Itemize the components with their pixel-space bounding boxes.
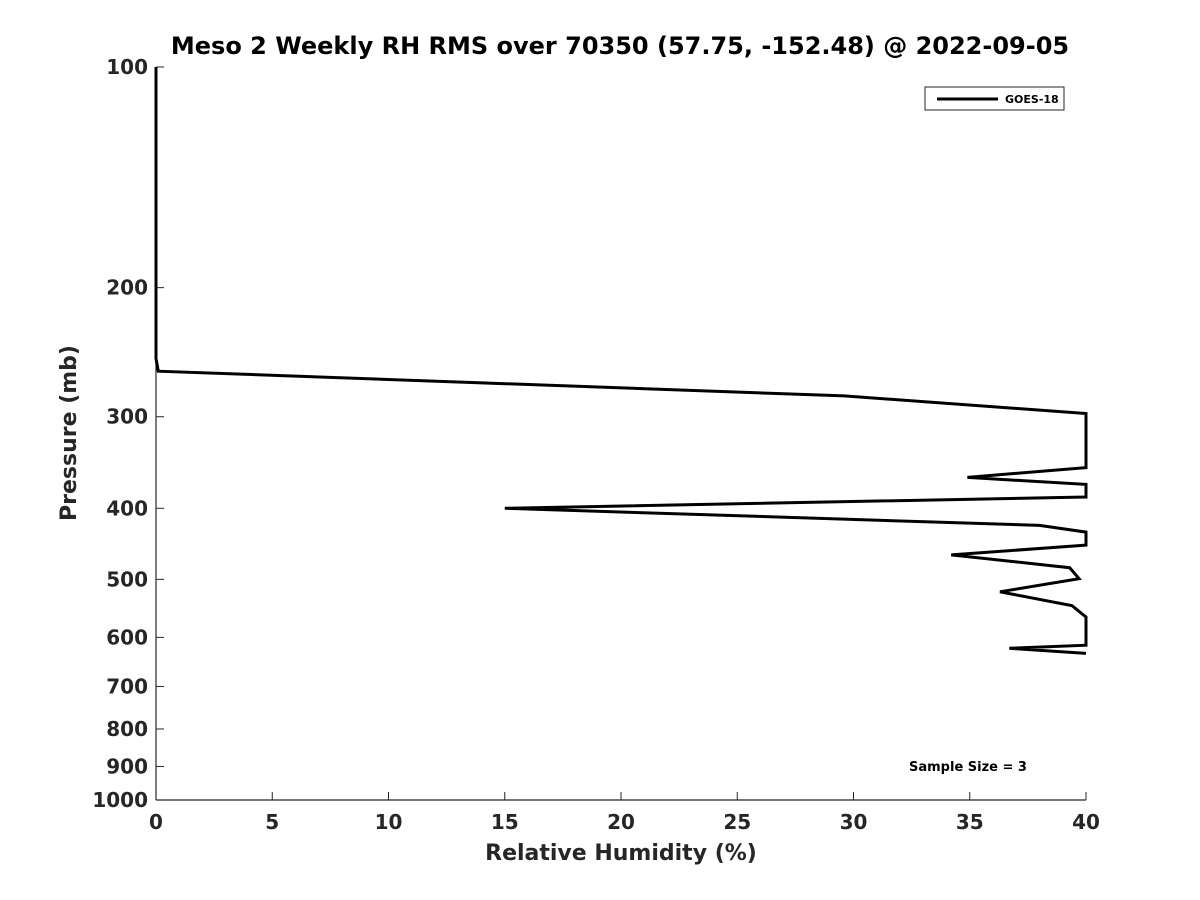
y-tick-label: 300: [106, 405, 148, 429]
y-tick-label: 200: [106, 276, 148, 300]
y-axis-label: Pressure (mb): [57, 345, 82, 521]
x-tick-label: 5: [265, 810, 279, 834]
series-line-goes-18: [154, 67, 1088, 655]
chart-title: Meso 2 Weekly RH RMS over 70350 (57.75, …: [171, 32, 1069, 60]
y-axis-ticks: 100 200 300 400 500 600 700 800 900 1000: [92, 55, 164, 812]
x-tick-label: 10: [375, 810, 403, 834]
legend: GOES-18: [924, 86, 1065, 111]
x-tick-label: 35: [956, 810, 984, 834]
x-axis-label: Relative Humidity (%): [485, 841, 757, 866]
y-tick-label: 800: [106, 717, 148, 741]
y-tick-label: 400: [106, 496, 148, 520]
x-tick-label: 30: [840, 810, 868, 834]
y-tick-label: 700: [106, 674, 148, 698]
x-tick-label: 40: [1072, 810, 1100, 834]
x-axis-ticks: 0 5 10 15 20 25 30 35 40: [149, 792, 1100, 834]
y-tick-label: 1000: [92, 788, 148, 812]
legend-entry-goes-18: GOES-18: [1005, 93, 1059, 106]
sample-size-annotation: Sample Size = 3: [909, 760, 1027, 775]
y-tick-label: 600: [106, 625, 148, 649]
x-tick-label: 25: [723, 810, 751, 834]
y-tick-label: 900: [106, 754, 148, 778]
y-tick-label: 500: [106, 567, 148, 591]
x-tick-label: 0: [149, 810, 163, 834]
y-tick-label: 100: [106, 55, 148, 79]
x-tick-label: 15: [491, 810, 519, 834]
x-tick-label: 20: [607, 810, 635, 834]
